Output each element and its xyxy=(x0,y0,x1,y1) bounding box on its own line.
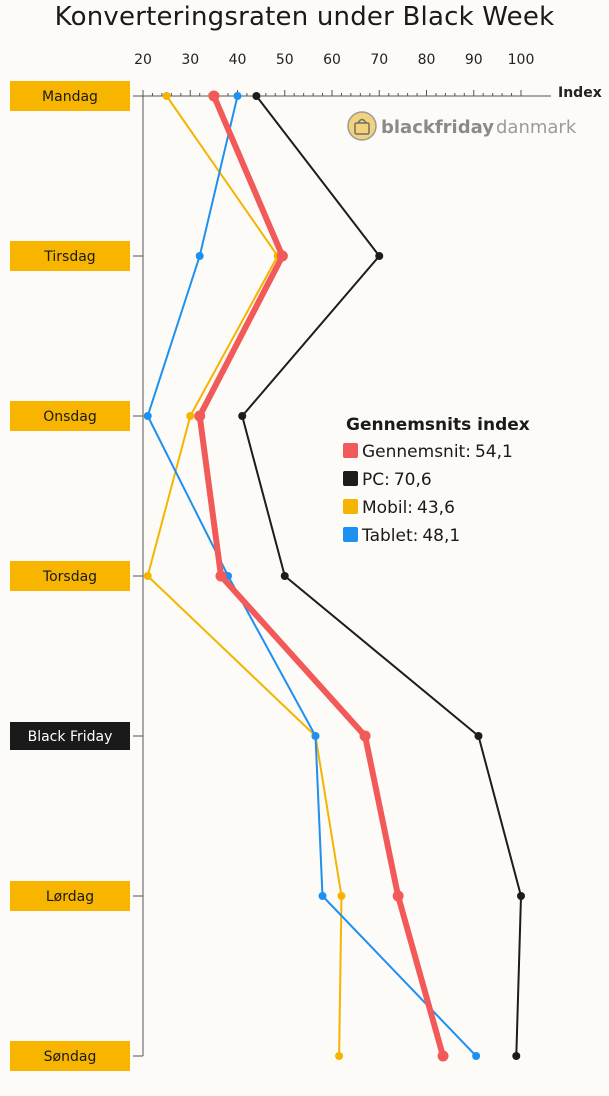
shopping-bag-icon xyxy=(347,111,377,141)
series-lines xyxy=(143,90,525,1062)
data-point-pc xyxy=(512,1052,521,1060)
logo-text-light: danmark xyxy=(496,117,577,138)
legend-swatch xyxy=(343,471,358,486)
data-point-mobil xyxy=(186,412,195,420)
x-tick-label: 70 xyxy=(370,52,388,68)
category-labels: Mandag Tirsdag Onsdag Torsdag Black Friday Lø… xyxy=(10,81,130,1071)
category-label-box xyxy=(10,401,130,431)
series-line-tablet xyxy=(146,95,478,1057)
category-label: Onsdag xyxy=(43,409,97,425)
x-tick-label: 90 xyxy=(465,52,483,68)
legend-title: Gennemsnits index xyxy=(346,415,530,435)
data-point-gennemsnit xyxy=(276,250,288,262)
x-tick-label: 60 xyxy=(323,52,341,68)
data-point-tablet xyxy=(472,1052,481,1060)
series-line-gennemsnit xyxy=(196,93,446,1059)
data-point-gennemsnit xyxy=(194,410,206,422)
series-line-mobil xyxy=(146,95,343,1057)
legend-swatch xyxy=(343,527,358,542)
data-point-pc xyxy=(280,572,289,580)
data-point-mobil xyxy=(162,92,171,100)
category-label-box xyxy=(10,561,130,591)
x-tick-label: 40 xyxy=(229,52,247,68)
category-label: Søndag xyxy=(44,1049,97,1065)
data-point-gennemsnit xyxy=(437,1050,449,1062)
data-point-pc xyxy=(238,412,247,420)
legend-swatch xyxy=(343,443,358,458)
bag-handle-icon xyxy=(357,118,367,124)
data-point-tablet xyxy=(233,92,242,100)
data-point-tablet xyxy=(318,892,327,900)
legend-entry: PC: 70,6 xyxy=(362,470,432,490)
category-label: Tirsdag xyxy=(43,249,95,265)
data-point-pc xyxy=(375,252,384,260)
x-tick-label: 20 xyxy=(134,52,152,68)
legend-entry: Mobil: 43,6 xyxy=(362,498,455,518)
data-point-mobil xyxy=(335,1052,344,1060)
data-point-tablet xyxy=(143,412,152,420)
legend: Gennemsnits index Gennemsnit: 54,1 PC: 70,6 M… xyxy=(343,415,530,546)
bag-body-icon xyxy=(354,122,370,135)
category-label-box xyxy=(10,241,130,271)
category-label: Torsdag xyxy=(42,569,97,585)
data-point-mobil xyxy=(143,572,152,580)
data-point-pc xyxy=(252,92,261,100)
chart-title: Konverteringsraten under Black Week xyxy=(54,2,555,32)
category-label-box xyxy=(10,881,130,911)
category-label-box xyxy=(10,81,130,111)
data-point-gennemsnit xyxy=(359,730,371,742)
data-point-mobil xyxy=(337,892,346,900)
data-point-pc xyxy=(474,732,483,740)
data-point-gennemsnit xyxy=(208,90,220,102)
data-point-gennemsnit xyxy=(215,570,227,582)
category-label: Mandag xyxy=(42,89,98,105)
logo-text-bold: blackfriday xyxy=(381,117,494,138)
x-tick-label: 80 xyxy=(418,52,436,68)
x-tick-label: 100 xyxy=(508,52,535,68)
data-point-tablet xyxy=(311,732,320,740)
data-point-tablet xyxy=(195,252,204,260)
legend-entry: Tablet: 48,1 xyxy=(361,526,460,546)
category-label: Black Friday xyxy=(28,729,113,745)
x-tick-label: 30 xyxy=(181,52,199,68)
legend-swatch xyxy=(343,499,358,514)
category-label-box xyxy=(10,1041,130,1071)
category-label-highlight xyxy=(10,722,130,750)
category-label: Lørdag xyxy=(46,889,94,905)
x-tick-label: 50 xyxy=(276,52,294,68)
data-point-gennemsnit xyxy=(392,890,404,902)
x-axis-label: Index xyxy=(558,85,602,101)
axes: 20 30 40 50 60 70 80 90 100 Index xyxy=(133,52,602,1057)
logo: blackfriday danmark xyxy=(347,111,577,141)
data-point-pc xyxy=(517,892,525,900)
legend-entry: Gennemsnit: 54,1 xyxy=(362,442,513,462)
